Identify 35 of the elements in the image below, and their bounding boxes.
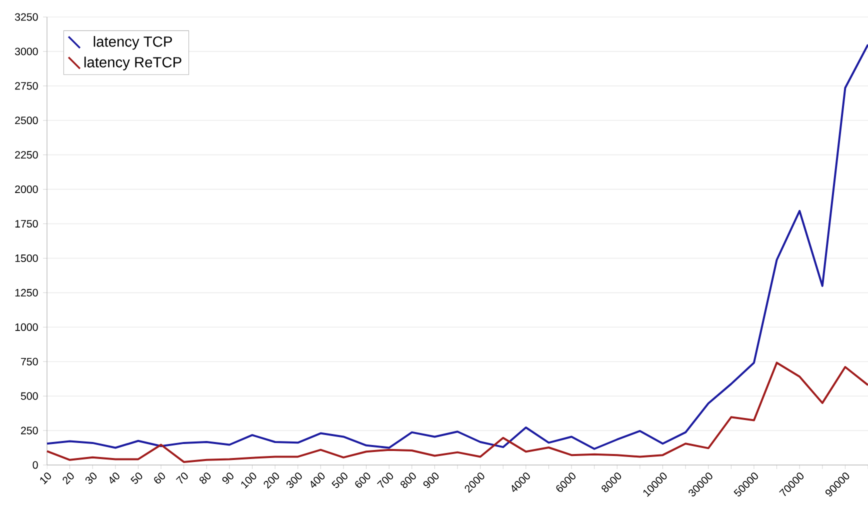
legend-label: latency TCP: [94, 36, 172, 50]
y-tick-label: 500: [20, 392, 38, 400]
y-tick-label: 1750: [15, 220, 38, 228]
y-tick-label: 2750: [15, 82, 38, 90]
y-tick-label: 0: [32, 461, 38, 469]
x-tick-label: 10: [40, 472, 51, 484]
x-tick-label: 300: [286, 472, 302, 488]
x-tick-label: 900: [423, 472, 439, 488]
y-tick-label: 1000: [15, 323, 38, 331]
y-tick-label: 3000: [14, 48, 38, 56]
y-tick-label: 3250: [14, 13, 38, 21]
x-tick-label: 800: [400, 472, 416, 488]
y-tick-label: 2500: [15, 116, 38, 124]
y-tick-label: 1250: [15, 288, 38, 296]
y-tick-label: 1500: [15, 254, 38, 262]
x-tick-label: 50: [130, 472, 142, 484]
x-tick-label: 600: [355, 472, 370, 488]
x-tick-label: 400: [310, 472, 325, 488]
x-tick-label: 70: [176, 472, 188, 484]
x-tick-label: 200: [264, 472, 280, 489]
y-tick-label: 2250: [15, 151, 38, 159]
line-series: [46, 362, 868, 463]
x-tick-label: 60: [154, 472, 165, 484]
x-tick-label: 40: [110, 472, 120, 484]
y-tick-label: 750: [21, 358, 38, 366]
legend-label: latency ReTCP: [84, 56, 182, 70]
y-tick-label: 2000: [15, 186, 38, 194]
x-tick-label: 100: [241, 472, 256, 489]
x-tick-label: 80: [200, 472, 211, 484]
y-tick-label: 250: [21, 426, 38, 434]
x-tick-label: 20: [62, 472, 74, 485]
x-tick-label: 700: [376, 472, 394, 488]
x-tick-label: 90: [222, 472, 234, 484]
x-tick-label: 500: [332, 472, 348, 488]
x-tick-label: 30: [85, 472, 97, 484]
